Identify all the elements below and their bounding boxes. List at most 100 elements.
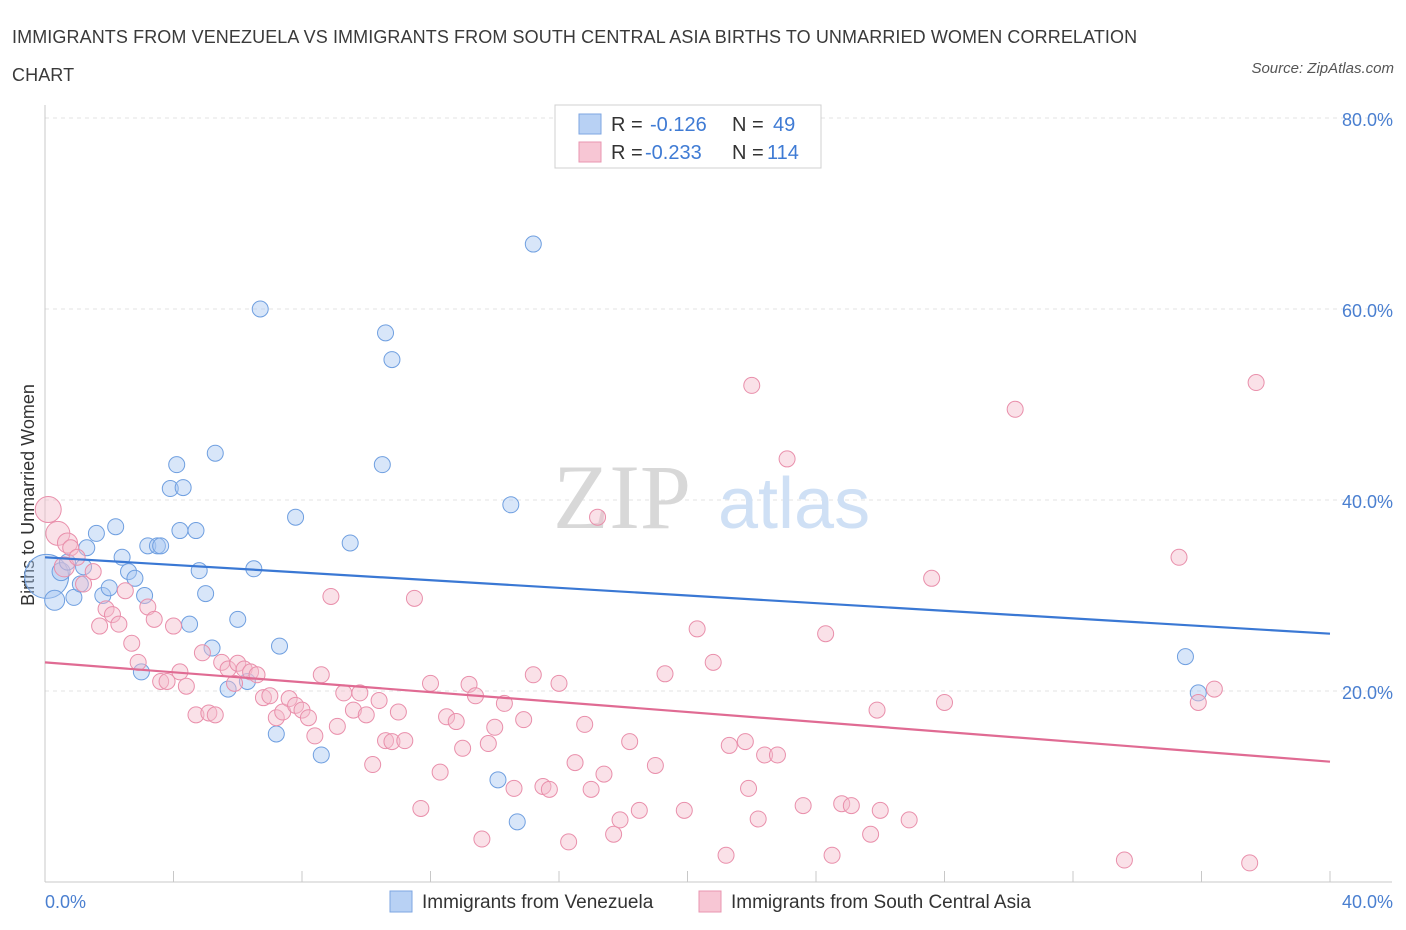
point-0-44 (508, 813, 526, 831)
legend-r-label-1: R = (611, 142, 643, 164)
y-tick-label-1: 40.0% (1342, 492, 1393, 512)
stats-legend: R = -0.126 N = 49 R = -0.233 N = 114 (554, 104, 822, 169)
point-1-93 (749, 810, 767, 828)
point-1-104 (868, 701, 886, 719)
y-tick-label-3: 80.0% (1342, 110, 1393, 130)
point-1-12 (116, 582, 134, 600)
point-1-47 (351, 684, 369, 702)
point-1-91 (736, 733, 754, 751)
point-1-59 (438, 708, 456, 726)
legend-r-value-0: -0.126 (650, 114, 707, 136)
point-1-25 (206, 706, 224, 724)
point-1-81 (611, 811, 629, 829)
point-1-2 (53, 556, 75, 578)
point-1-103 (862, 825, 880, 843)
point-0-27 (203, 639, 221, 657)
point-1-109 (1006, 400, 1024, 418)
x-tick-label-1: 40.0% (1342, 892, 1393, 912)
point-1-102 (842, 797, 860, 815)
point-1-88 (704, 653, 722, 671)
point-1-66 (486, 718, 504, 736)
point-1-35 (267, 709, 285, 727)
point-1-78 (589, 508, 607, 526)
point-0-30 (229, 610, 247, 628)
point-1-77 (582, 780, 600, 798)
point-0-26 (197, 585, 215, 603)
point-1-4 (62, 539, 80, 557)
x-axis-ticks (173, 871, 1331, 882)
x-axis-tick-labels: 0.0% 40.0% (45, 892, 1393, 912)
point-1-96 (768, 746, 786, 764)
point-1-94 (743, 376, 761, 394)
point-1-34 (261, 687, 279, 705)
point-1-28 (226, 674, 244, 692)
point-1-105 (871, 801, 889, 819)
point-1-83 (630, 801, 648, 819)
legend-r-value-1: -0.233 (645, 142, 702, 164)
point-0-16 (139, 537, 157, 555)
point-1-98 (794, 797, 812, 815)
point-0-46 (1176, 648, 1194, 666)
point-1-17 (152, 672, 170, 690)
series-legend: Immigrants from Venezuela Immigrants fro… (389, 890, 1031, 913)
point-1-58 (431, 763, 449, 781)
point-1-32 (248, 666, 266, 684)
series-legend-swatch-south-central-asia (698, 890, 722, 913)
point-1-89 (717, 846, 735, 864)
point-0-15 (136, 587, 154, 604)
point-0-10 (107, 518, 125, 536)
legend-n-value-1: 114 (767, 142, 799, 164)
point-1-85 (656, 665, 674, 683)
point-0-14 (132, 663, 150, 681)
x-tick-label-0: 0.0% (45, 892, 86, 912)
point-0-1 (44, 589, 66, 611)
trend-line-0 (44, 556, 1331, 635)
point-1-110 (1115, 851, 1133, 869)
point-1-13 (123, 634, 141, 652)
point-1-114 (1241, 854, 1259, 872)
point-0-23 (181, 615, 199, 633)
point-1-108 (936, 693, 953, 711)
point-1-111 (1170, 548, 1188, 566)
point-1-10 (103, 606, 121, 624)
point-1-69 (515, 711, 533, 729)
series-south-central-asia (34, 374, 1265, 872)
point-1-100 (823, 846, 841, 864)
point-1-68 (505, 779, 523, 797)
chart-title: IMMIGRANTS FROM VENEZUELA VS IMMIGRANTS … (12, 27, 1138, 85)
point-0-2 (51, 562, 71, 582)
point-1-57 (422, 674, 439, 692)
point-1-41 (306, 727, 324, 745)
point-0-36 (287, 508, 305, 526)
point-1-74 (560, 833, 578, 851)
point-0-39 (373, 456, 391, 474)
point-1-48 (357, 706, 375, 724)
point-1-99 (817, 625, 835, 643)
point-1-97 (778, 450, 796, 468)
watermark: ZIP atlas (553, 446, 870, 548)
point-1-5 (68, 548, 86, 566)
point-1-53 (389, 703, 407, 721)
point-1-6 (75, 575, 93, 593)
point-1-42 (312, 666, 330, 684)
legend-swatch-venezuela (578, 113, 602, 135)
point-0-9 (100, 579, 118, 597)
point-1-106 (900, 811, 918, 829)
point-1-90 (720, 736, 738, 754)
point-0-13 (126, 569, 144, 587)
point-0-47 (1189, 684, 1207, 702)
point-1-11 (110, 615, 128, 633)
point-1-64 (473, 830, 491, 848)
point-1-92 (740, 779, 758, 797)
point-0-12 (120, 563, 138, 581)
point-0-24 (187, 522, 205, 540)
point-1-0 (34, 496, 62, 524)
point-1-65 (479, 735, 497, 753)
point-1-7 (84, 563, 102, 581)
point-1-76 (576, 715, 594, 733)
point-0-40 (377, 324, 395, 342)
point-1-55 (405, 589, 423, 607)
point-0-21 (171, 522, 189, 540)
series-legend-label-south-central-asia: Immigrants from South Central Asia (731, 892, 1031, 913)
